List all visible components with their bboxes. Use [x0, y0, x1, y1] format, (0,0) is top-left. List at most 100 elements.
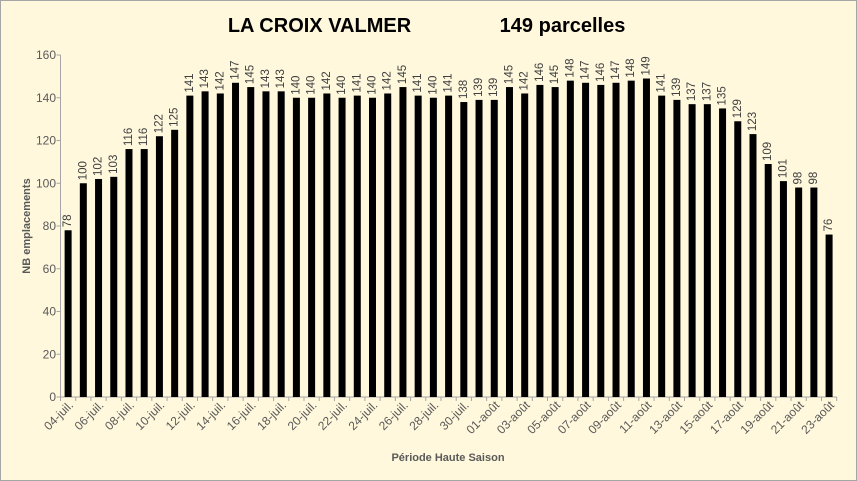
y-tick-label: 120: [36, 134, 56, 148]
data-label-44: 135: [717, 86, 729, 105]
data-label-35: 147: [580, 61, 592, 80]
bar-8: [171, 129, 179, 397]
bar-31: [521, 93, 529, 397]
bar-35: [582, 82, 590, 397]
data-label-51: 76: [823, 219, 835, 232]
bar-22: [384, 93, 392, 397]
chart-title: LA CROIX VALMER: [228, 15, 412, 37]
y-tick-label: 60: [43, 262, 57, 276]
bar-32: [536, 84, 544, 398]
data-label-3: 102: [93, 157, 105, 176]
y-axis-title: NB emplacements: [21, 178, 33, 273]
bar-27: [460, 102, 468, 398]
bar-42: [688, 104, 696, 397]
bar-38: [627, 80, 635, 398]
data-label-14: 143: [260, 69, 272, 88]
bar-23: [399, 87, 407, 397]
bar-51: [825, 234, 833, 397]
data-label-48: 101: [777, 159, 789, 178]
bar-33: [551, 87, 559, 397]
bar-20: [353, 95, 361, 398]
data-label-40: 141: [656, 73, 668, 92]
data-label-15: 143: [275, 69, 287, 88]
data-label-10: 143: [199, 69, 211, 88]
data-label-9: 141: [184, 73, 196, 92]
data-label-42: 137: [686, 82, 698, 101]
data-label-28: 139: [473, 78, 485, 97]
data-label-23: 145: [397, 65, 409, 84]
data-label-13: 145: [245, 65, 257, 84]
data-label-24: 141: [412, 73, 424, 92]
bar-6: [140, 149, 148, 397]
bar-37: [612, 82, 620, 397]
bar-40: [658, 95, 666, 398]
bar-24: [414, 95, 422, 398]
bar-9: [186, 95, 194, 398]
data-label-38: 148: [625, 58, 637, 77]
bar-26: [445, 95, 453, 398]
data-label-19: 140: [336, 76, 348, 95]
bar-15: [277, 91, 285, 398]
bar-5: [125, 149, 133, 397]
y-tick-label: 160: [36, 48, 56, 62]
data-label-27: 138: [458, 80, 470, 99]
data-label-1: 78: [62, 214, 74, 227]
data-label-32: 146: [534, 63, 546, 82]
data-label-12: 147: [230, 61, 242, 80]
bar-19: [338, 97, 346, 397]
data-label-26: 141: [443, 73, 455, 92]
bar-1: [64, 230, 72, 397]
chart-subtitle: 149 parcelles: [500, 15, 626, 37]
bar-47: [764, 164, 772, 397]
data-label-2: 100: [77, 161, 89, 180]
data-label-25: 140: [427, 76, 439, 95]
data-label-37: 147: [610, 61, 622, 80]
bar-39: [642, 78, 650, 397]
bar-10: [201, 91, 209, 398]
bar-11: [216, 93, 224, 397]
bar-44: [719, 108, 727, 397]
bar-28: [475, 99, 483, 397]
bar-45: [734, 121, 742, 397]
y-tick-label: 100: [36, 176, 56, 190]
data-label-20: 141: [351, 73, 363, 92]
bar-36: [597, 84, 605, 398]
data-label-30: 145: [503, 65, 515, 84]
bar-25: [429, 97, 437, 397]
bar-34: [566, 80, 574, 398]
data-label-11: 142: [214, 71, 226, 90]
data-label-36: 146: [595, 63, 607, 82]
bar-14: [262, 91, 270, 398]
bar-12: [232, 82, 240, 397]
bar-48: [779, 181, 787, 397]
bar-18: [323, 93, 331, 397]
bar-17: [308, 97, 316, 397]
y-tick-label: 80: [43, 219, 57, 233]
y-axis: 0 20 40 60 80 100 120 140 160: [36, 48, 61, 404]
data-label-6: 116: [138, 128, 150, 146]
bar-29: [490, 99, 498, 397]
bar-41: [673, 99, 681, 397]
bar-3: [95, 178, 103, 397]
data-label-49: 98: [793, 172, 805, 185]
data-label-18: 142: [321, 71, 333, 90]
bar-13: [247, 87, 255, 397]
data-label-33: 145: [549, 65, 561, 84]
data-label-39: 149: [640, 56, 652, 75]
data-label-45: 129: [732, 99, 744, 118]
y-tick-label: 140: [36, 91, 56, 105]
bar-2: [79, 183, 87, 397]
y-tick-label: 20: [43, 347, 57, 361]
data-label-50: 98: [808, 172, 820, 185]
data-label-34: 148: [564, 58, 576, 77]
bars: [64, 78, 833, 398]
bar-50: [810, 187, 818, 397]
data-label-16: 140: [290, 76, 302, 95]
bar-7: [155, 136, 163, 397]
bar-46: [749, 134, 757, 397]
data-label-31: 142: [519, 71, 531, 90]
bar-49: [795, 187, 803, 397]
